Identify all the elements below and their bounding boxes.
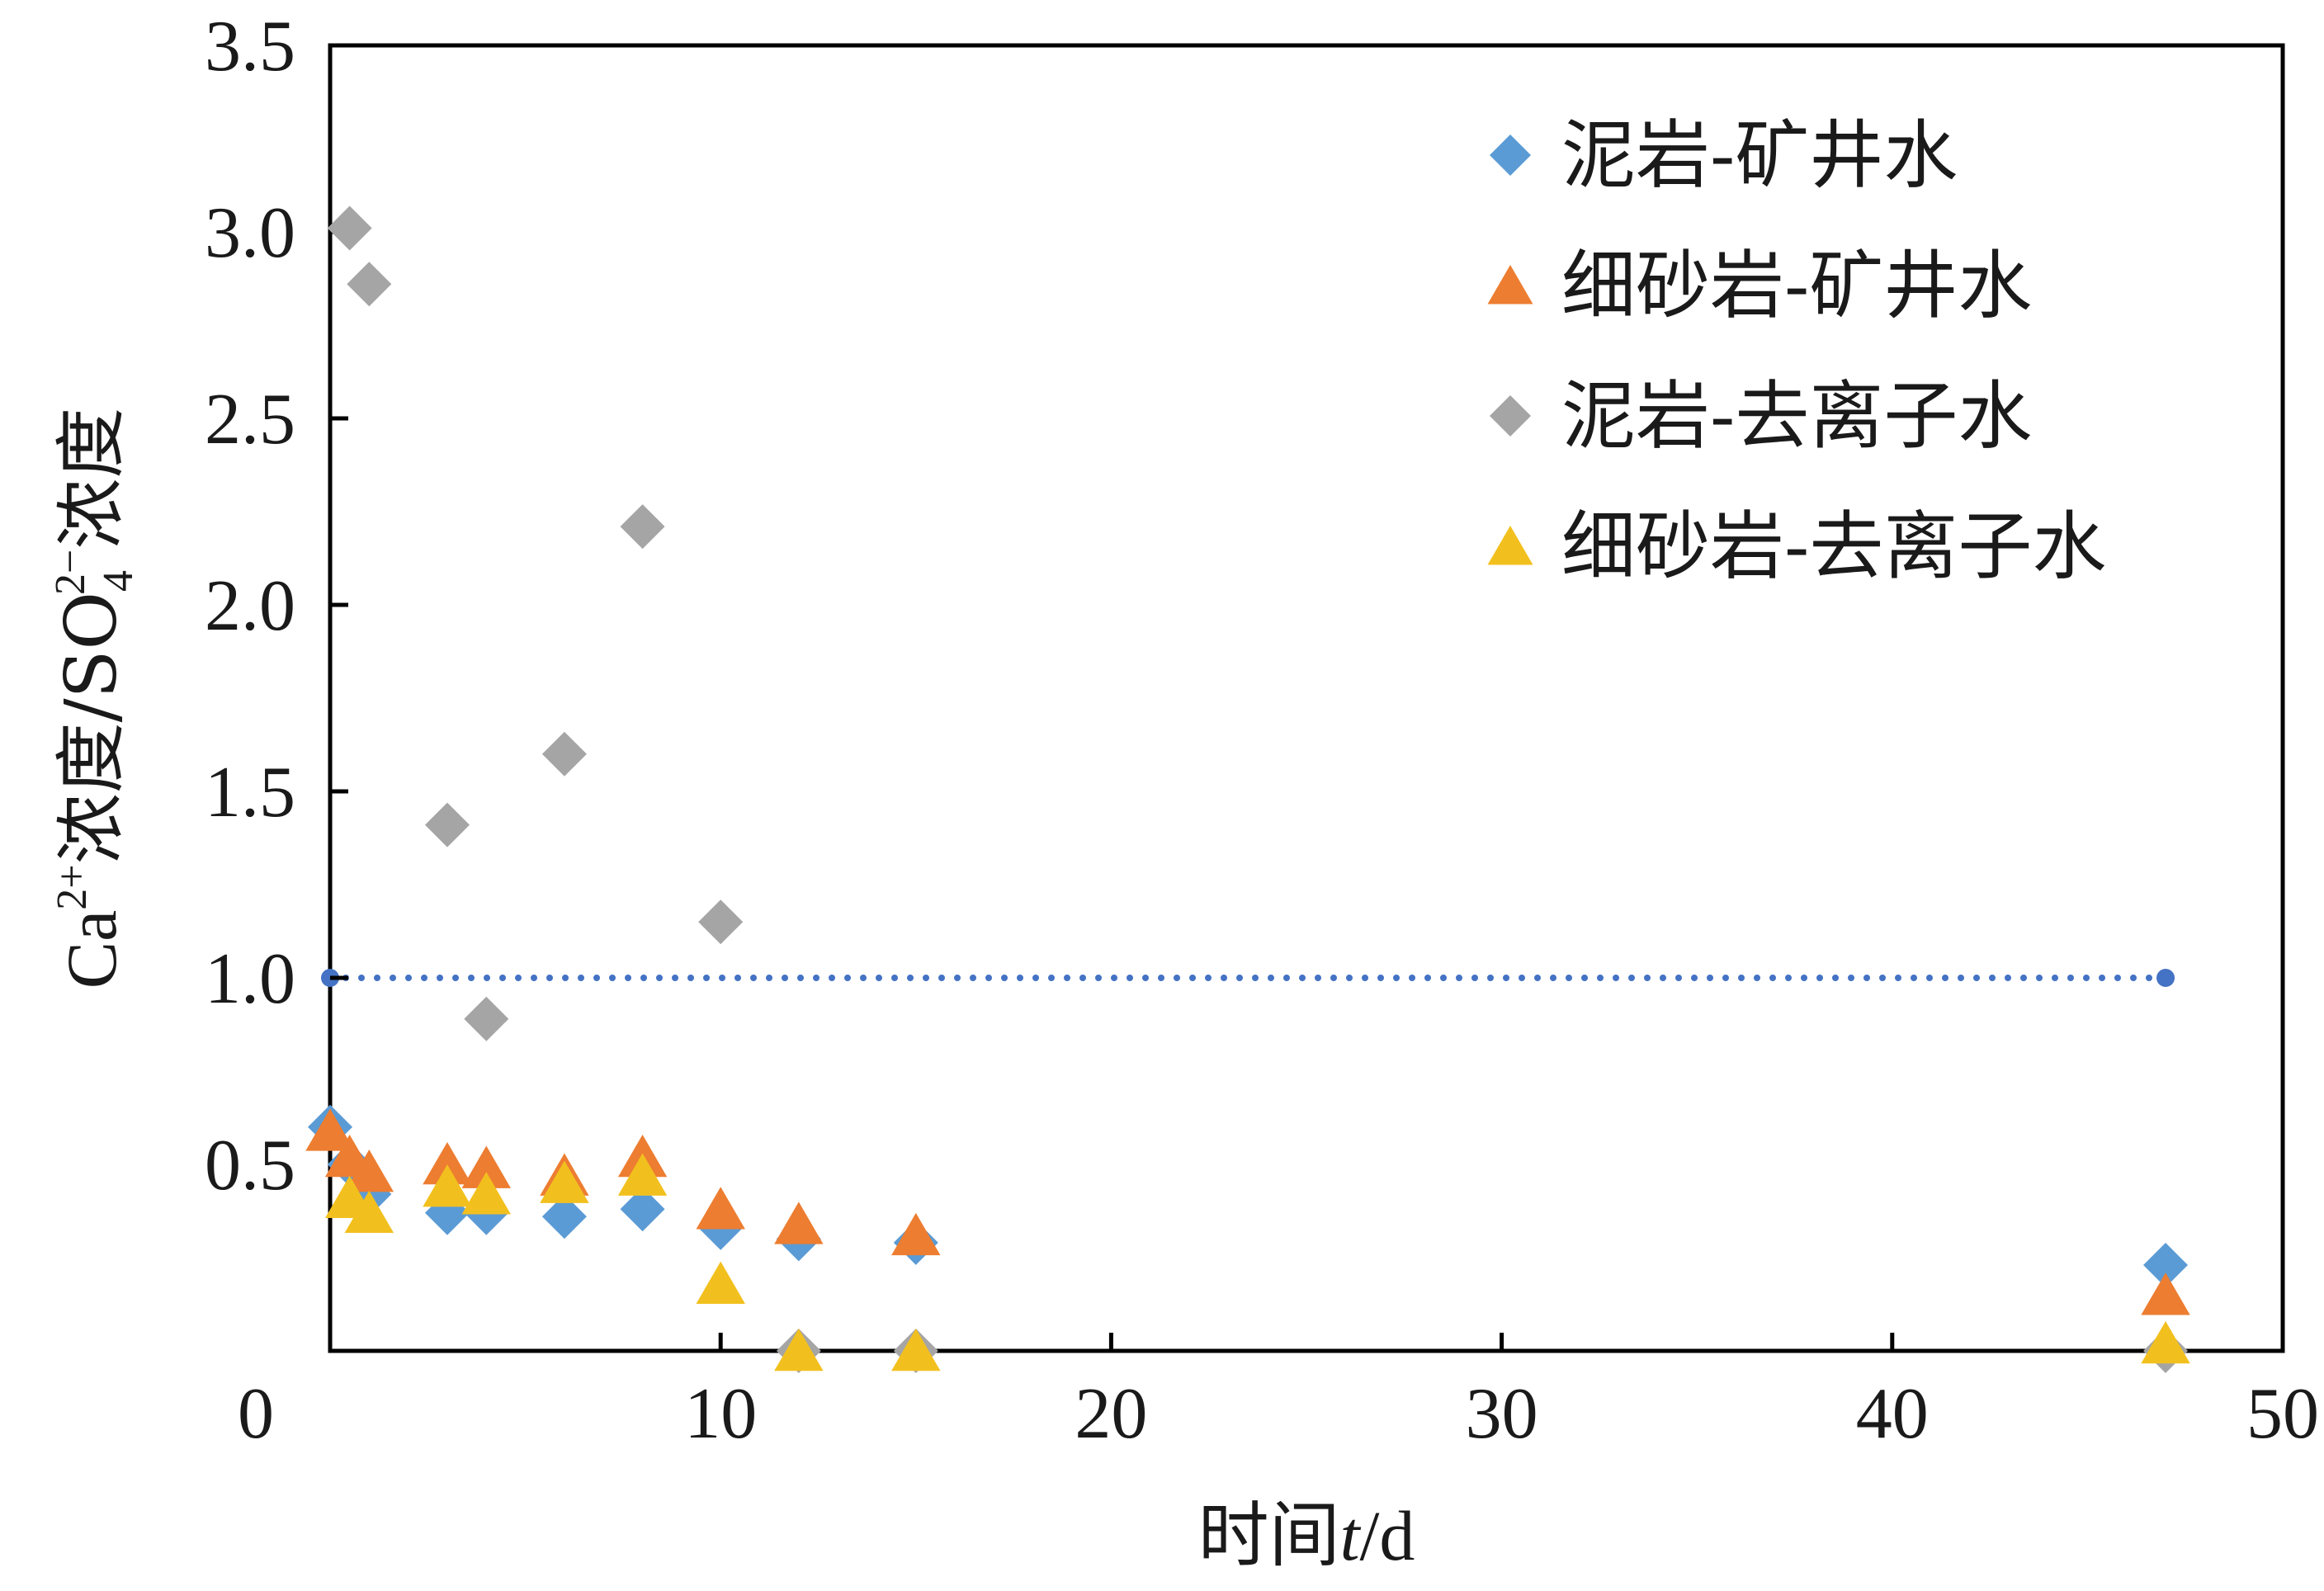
data-point <box>541 1194 587 1239</box>
data-point <box>541 731 587 777</box>
reference-line-group <box>321 969 2175 987</box>
data-point <box>344 1190 394 1234</box>
data-point <box>424 802 470 847</box>
x-tick-label: 10 <box>684 1374 757 1454</box>
legend-item: 细砂岩-矿井水 <box>1487 243 2032 329</box>
reference-line-end-point <box>2156 969 2175 987</box>
data-point <box>774 1329 824 1371</box>
y-tick-label: 2.0 <box>205 566 295 646</box>
data-point <box>891 1329 941 1371</box>
tick-group: 0 10 20 30 40 50 0.5 1.0 1.5 2.0 2.5 3.0 3.5 <box>205 7 2319 1454</box>
data-point <box>620 504 665 550</box>
legend-marker <box>1490 135 1531 176</box>
data-point <box>423 1142 472 1185</box>
data-point <box>305 1108 355 1151</box>
x-tick-label: 20 <box>1075 1374 1147 1454</box>
data-point <box>617 1153 668 1196</box>
data-points-group <box>305 205 2190 1373</box>
legend-item: 泥岩-去离子水 <box>1490 373 2032 460</box>
series-1 <box>308 1104 2189 1288</box>
y-tick-label: 3.0 <box>205 193 295 273</box>
data-point <box>2143 1243 2189 1288</box>
legend-item: 细砂岩-去离子水 <box>1487 503 2106 590</box>
data-point <box>423 1164 472 1207</box>
series-4 <box>324 1153 2190 1371</box>
legend-label: 泥岩-去离子水 <box>1561 373 2032 460</box>
legend-label: 泥岩-矿井水 <box>1561 112 1958 199</box>
legend-marker <box>1490 395 1531 437</box>
data-point <box>774 1202 824 1244</box>
x-axis-label: 时间t/d <box>1198 1494 1415 1577</box>
data-point <box>461 1172 511 1215</box>
y-tick-label: 3.5 <box>205 7 295 87</box>
data-point <box>698 899 744 945</box>
plot-area <box>328 43 2285 1353</box>
data-point <box>2141 1272 2190 1315</box>
x-tick-label: 40 <box>1856 1374 1929 1454</box>
legend-marker <box>1487 526 1533 565</box>
legend-item: 泥岩-矿井水 <box>1490 112 1958 199</box>
y-tick-label: 2.5 <box>205 380 295 460</box>
data-point <box>696 1187 745 1230</box>
data-point <box>461 1145 511 1188</box>
legend-label: 细砂岩-去离子水 <box>1561 503 2106 590</box>
y-tick-label: 1.0 <box>205 939 295 1019</box>
series-2 <box>305 1108 2190 1315</box>
data-point <box>347 262 392 307</box>
legend-label: 细砂岩-矿井水 <box>1561 243 2032 329</box>
data-point <box>464 996 509 1041</box>
y-tick-label: 1.5 <box>205 753 295 833</box>
data-point <box>327 205 372 251</box>
data-point <box>540 1160 589 1203</box>
x-tick-label: 50 <box>2246 1374 2319 1454</box>
data-point <box>891 1212 941 1256</box>
x-tick-label: 30 <box>1466 1374 1538 1454</box>
legend-marker <box>1487 265 1533 305</box>
y-axis-label: Ca2+浓度/SO42−浓度 <box>47 408 142 989</box>
y-tick-label: 0.5 <box>205 1126 295 1206</box>
data-point <box>344 1150 394 1192</box>
x-tick-label: 0 <box>238 1374 274 1454</box>
data-point <box>696 1261 745 1304</box>
data-point <box>620 1187 665 1232</box>
data-point <box>2141 1320 2190 1364</box>
